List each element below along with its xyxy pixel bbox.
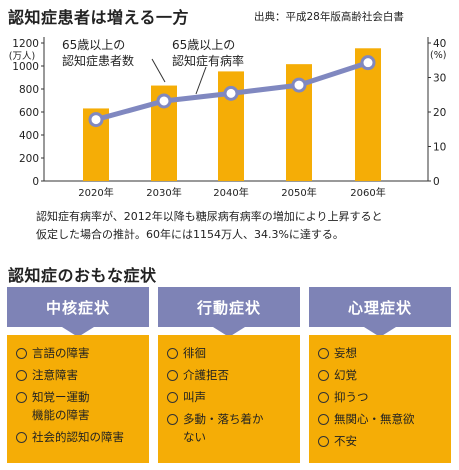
circle-bullet-icon: [318, 414, 329, 425]
circle-bullet-icon: [16, 370, 27, 381]
circle-bullet-icon: [16, 432, 27, 443]
column-heading: 中核症状: [7, 287, 149, 327]
symptom-item: 不安: [317, 432, 445, 450]
symptom-text: 不安: [334, 434, 357, 448]
circle-bullet-icon: [16, 348, 27, 359]
circle-bullet-icon: [16, 392, 27, 403]
symptom-list: 徘徊介護拒否叫声多動・落ち着か ない: [158, 335, 300, 463]
rate-point: [88, 112, 104, 128]
symptom-item: 知覚ー運動 機能の障害: [15, 388, 143, 424]
circle-bullet-icon: [167, 392, 178, 403]
symptom-text: 社会的認知の障害: [32, 430, 124, 444]
y-right-axis-label: (%): [430, 50, 446, 61]
x-tick-label: 2040年: [213, 186, 248, 199]
symptom-item: 徘徊: [166, 344, 294, 362]
y-left-tick-label: 1200: [12, 38, 39, 50]
symptom-text: 幻覚: [334, 368, 357, 382]
rate-point: [360, 55, 376, 71]
y-right-tick-label: 10: [433, 142, 446, 154]
bar: [355, 48, 381, 181]
symptom-text: 言語の障害: [32, 346, 90, 360]
y-left-axis-label: (万人): [9, 51, 35, 62]
symptom-list: 妄想幻覚抑うつ無関心・無意欲 不安: [309, 335, 451, 463]
y-left-tick-label: 800: [19, 84, 39, 96]
line-series-label: 65歳以上の: [172, 38, 235, 52]
symptom-text: 多動・落ち着か ない: [183, 412, 264, 444]
symptom-text: 妄想: [334, 346, 357, 360]
symptom-item: 抑うつ: [317, 388, 445, 406]
symptom-item: 言語の障害: [15, 344, 143, 362]
down-arrow-icon: [213, 327, 245, 337]
symptom-item: 注意障害: [15, 366, 143, 384]
circle-bullet-icon: [318, 392, 329, 403]
bar-series-label: 認知症患者数: [62, 53, 134, 68]
symptom-text: 抑うつ: [334, 390, 369, 404]
rate-point: [223, 85, 239, 101]
symptom-item: 妄想: [317, 344, 445, 362]
circle-bullet-icon: [167, 348, 178, 359]
y-right-tick-label: 0: [433, 176, 440, 188]
note-line-1: 認知症有病率が、2012年以降も糖尿病有病率の増加により上昇すると: [36, 210, 383, 223]
circle-bullet-icon: [318, 370, 329, 381]
note-line-2: 仮定した場合の推計。60年には1154万人、34.3%に達する。: [36, 228, 344, 241]
x-tick-label: 2060年: [350, 186, 385, 199]
down-arrow-icon: [62, 327, 94, 337]
y-left-tick-label: 200: [19, 153, 39, 165]
rate-point: [291, 77, 307, 93]
symptom-item: 多動・落ち着か ない: [166, 410, 294, 446]
circle-bullet-icon: [167, 414, 178, 425]
y-left-tick-label: 1000: [12, 61, 39, 73]
symptom-item: 叫声: [166, 388, 294, 406]
symptom-item: 無関心・無意欲: [317, 410, 445, 428]
bar-series-label: 65歳以上の: [62, 38, 125, 52]
symptom-list: 言語の障害注意障害知覚ー運動 機能の障害社会的認知の障害: [7, 335, 149, 463]
line-series-label: 認知症有病率: [172, 53, 244, 68]
circle-bullet-icon: [318, 436, 329, 447]
column-psychological-symptoms: 心理症状 妄想幻覚抑うつ無関心・無意欲 不安: [309, 287, 451, 463]
symptom-text: 叫声: [183, 390, 206, 404]
symptom-item: 介護拒否: [166, 366, 294, 384]
x-tick-label: 2050年: [281, 186, 316, 199]
symptom-text: 無関心・無意欲: [334, 412, 415, 426]
chart-title: 認知症患者は増える一方: [8, 8, 190, 27]
symptom-item: 社会的認知の障害: [15, 428, 143, 446]
symptoms-title: 認知症のおもな症状: [8, 266, 157, 285]
rate-point: [156, 93, 172, 109]
x-tick-label: 2020年: [78, 186, 113, 199]
symptom-item: 幻覚: [317, 366, 445, 384]
y-left-tick-label: 400: [19, 130, 39, 142]
column-heading: 心理症状: [309, 287, 451, 327]
column-behavioral-symptoms: 行動症状 徘徊介護拒否叫声多動・落ち着か ない: [158, 287, 300, 463]
line-label-leader: [195, 66, 207, 95]
symptom-text: 介護拒否: [183, 368, 229, 382]
y-right-tick-label: 40: [433, 38, 446, 50]
y-left-tick-label: 600: [19, 107, 39, 119]
column-core-symptoms: 中核症状 言語の障害注意障害知覚ー運動 機能の障害社会的認知の障害: [7, 287, 149, 463]
bar-label-leader: [151, 58, 166, 83]
y-right-tick-label: 30: [433, 73, 446, 85]
symptom-text: 注意障害: [32, 368, 78, 382]
circle-bullet-icon: [318, 348, 329, 359]
x-tick-label: 2030年: [146, 186, 181, 199]
y-left-tick-label: 0: [32, 176, 39, 188]
y-right-tick-label: 20: [433, 107, 446, 119]
symptom-text: 知覚ー運動 機能の障害: [32, 390, 90, 422]
column-heading: 行動症状: [158, 287, 300, 327]
symptom-text: 徘徊: [183, 346, 206, 360]
bar-line-chart: 0 200 400 600 800 1000 1200(万人) 0 10 20 30 40(%) 202…: [9, 37, 446, 199]
down-arrow-icon: [364, 327, 396, 337]
source-label: 出典：平成28年版高齢社会白書: [254, 11, 404, 23]
circle-bullet-icon: [167, 370, 178, 381]
